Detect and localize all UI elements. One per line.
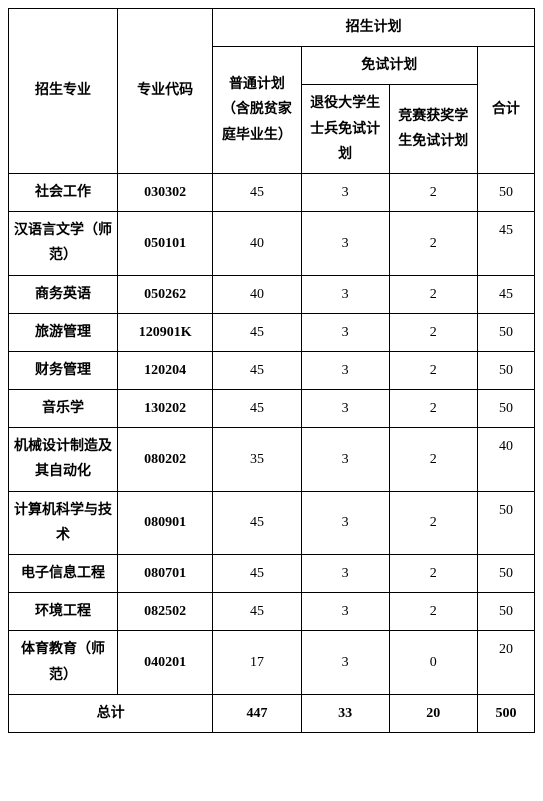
cell-ordinary: 35 (213, 428, 301, 491)
cell-award: 2 (389, 593, 477, 631)
cell-total: 50 (477, 390, 534, 428)
cell-ordinary: 40 (213, 275, 301, 313)
cell-total: 50 (477, 313, 534, 351)
cell-code: 030302 (117, 173, 212, 211)
header-exempt-award: 竞赛获奖学生免试计划 (389, 85, 477, 174)
enrollment-plan-table: 招生专业 专业代码 招生计划 普通计划（含脱贫家庭毕业生） 免试计划 合计 退役… (8, 8, 535, 733)
cell-award: 2 (389, 351, 477, 389)
cell-total: 50 (477, 593, 534, 631)
cell-ordinary: 45 (213, 555, 301, 593)
sum-row: 总计4473320500 (9, 694, 535, 732)
cell-veteran: 3 (301, 491, 389, 554)
table-row: 财务管理120204453250 (9, 351, 535, 389)
cell-ordinary: 17 (213, 631, 301, 694)
cell-total: 40 (477, 428, 534, 491)
sum-total: 500 (477, 694, 534, 732)
cell-veteran: 3 (301, 631, 389, 694)
cell-major: 财务管理 (9, 351, 118, 389)
table-body: 社会工作030302453250汉语言文学（师范）050101403245商务英… (9, 173, 535, 732)
cell-veteran: 3 (301, 593, 389, 631)
table-row: 商务英语050262403245 (9, 275, 535, 313)
cell-total: 45 (477, 212, 534, 275)
cell-award: 2 (389, 275, 477, 313)
cell-veteran: 3 (301, 212, 389, 275)
table-row: 社会工作030302453250 (9, 173, 535, 211)
sum-ordinary: 447 (213, 694, 301, 732)
cell-award: 2 (389, 555, 477, 593)
cell-ordinary: 40 (213, 212, 301, 275)
cell-major: 音乐学 (9, 390, 118, 428)
cell-total: 50 (477, 351, 534, 389)
cell-award: 2 (389, 428, 477, 491)
cell-award: 0 (389, 631, 477, 694)
sum-award: 20 (389, 694, 477, 732)
cell-major: 旅游管理 (9, 313, 118, 351)
cell-total: 45 (477, 275, 534, 313)
table-row: 计算机科学与技术080901453250 (9, 491, 535, 554)
cell-total: 50 (477, 173, 534, 211)
cell-award: 2 (389, 173, 477, 211)
cell-ordinary: 45 (213, 593, 301, 631)
cell-award: 2 (389, 313, 477, 351)
cell-code: 080701 (117, 555, 212, 593)
cell-ordinary: 45 (213, 313, 301, 351)
header-plan-group: 招生计划 (213, 9, 535, 47)
header-exempt-group: 免试计划 (301, 47, 477, 85)
cell-code: 050262 (117, 275, 212, 313)
table-row: 旅游管理120901K453250 (9, 313, 535, 351)
cell-code: 050101 (117, 212, 212, 275)
header-code: 专业代码 (117, 9, 212, 174)
table-row: 体育教育（师范）040201173020 (9, 631, 535, 694)
cell-veteran: 3 (301, 313, 389, 351)
table-row: 汉语言文学（师范）050101403245 (9, 212, 535, 275)
cell-major: 计算机科学与技术 (9, 491, 118, 554)
table-header: 招生专业 专业代码 招生计划 普通计划（含脱贫家庭毕业生） 免试计划 合计 退役… (9, 9, 535, 174)
table-row: 机械设计制造及其自动化080202353240 (9, 428, 535, 491)
cell-major: 电子信息工程 (9, 555, 118, 593)
cell-major: 机械设计制造及其自动化 (9, 428, 118, 491)
cell-code: 120901K (117, 313, 212, 351)
cell-ordinary: 45 (213, 351, 301, 389)
cell-ordinary: 45 (213, 173, 301, 211)
cell-veteran: 3 (301, 390, 389, 428)
table-row: 音乐学130202453250 (9, 390, 535, 428)
cell-veteran: 3 (301, 351, 389, 389)
cell-award: 2 (389, 212, 477, 275)
cell-major: 社会工作 (9, 173, 118, 211)
cell-major: 体育教育（师范） (9, 631, 118, 694)
cell-major: 商务英语 (9, 275, 118, 313)
cell-veteran: 3 (301, 275, 389, 313)
cell-veteran: 3 (301, 555, 389, 593)
cell-veteran: 3 (301, 428, 389, 491)
cell-total: 50 (477, 555, 534, 593)
cell-major: 环境工程 (9, 593, 118, 631)
cell-ordinary: 45 (213, 491, 301, 554)
sum-veteran: 33 (301, 694, 389, 732)
cell-award: 2 (389, 491, 477, 554)
cell-veteran: 3 (301, 173, 389, 211)
cell-code: 082502 (117, 593, 212, 631)
header-major: 招生专业 (9, 9, 118, 174)
cell-major: 汉语言文学（师范） (9, 212, 118, 275)
cell-ordinary: 45 (213, 390, 301, 428)
table-row: 电子信息工程080701453250 (9, 555, 535, 593)
cell-code: 120204 (117, 351, 212, 389)
header-ordinary: 普通计划（含脱贫家庭毕业生） (213, 47, 301, 174)
cell-code: 080901 (117, 491, 212, 554)
cell-total: 50 (477, 491, 534, 554)
header-exempt-veteran: 退役大学生士兵免试计划 (301, 85, 389, 174)
cell-code: 040201 (117, 631, 212, 694)
cell-award: 2 (389, 390, 477, 428)
sum-label: 总计 (9, 694, 213, 732)
cell-code: 080202 (117, 428, 212, 491)
table-row: 环境工程082502453250 (9, 593, 535, 631)
cell-code: 130202 (117, 390, 212, 428)
cell-total: 20 (477, 631, 534, 694)
header-total: 合计 (477, 47, 534, 174)
